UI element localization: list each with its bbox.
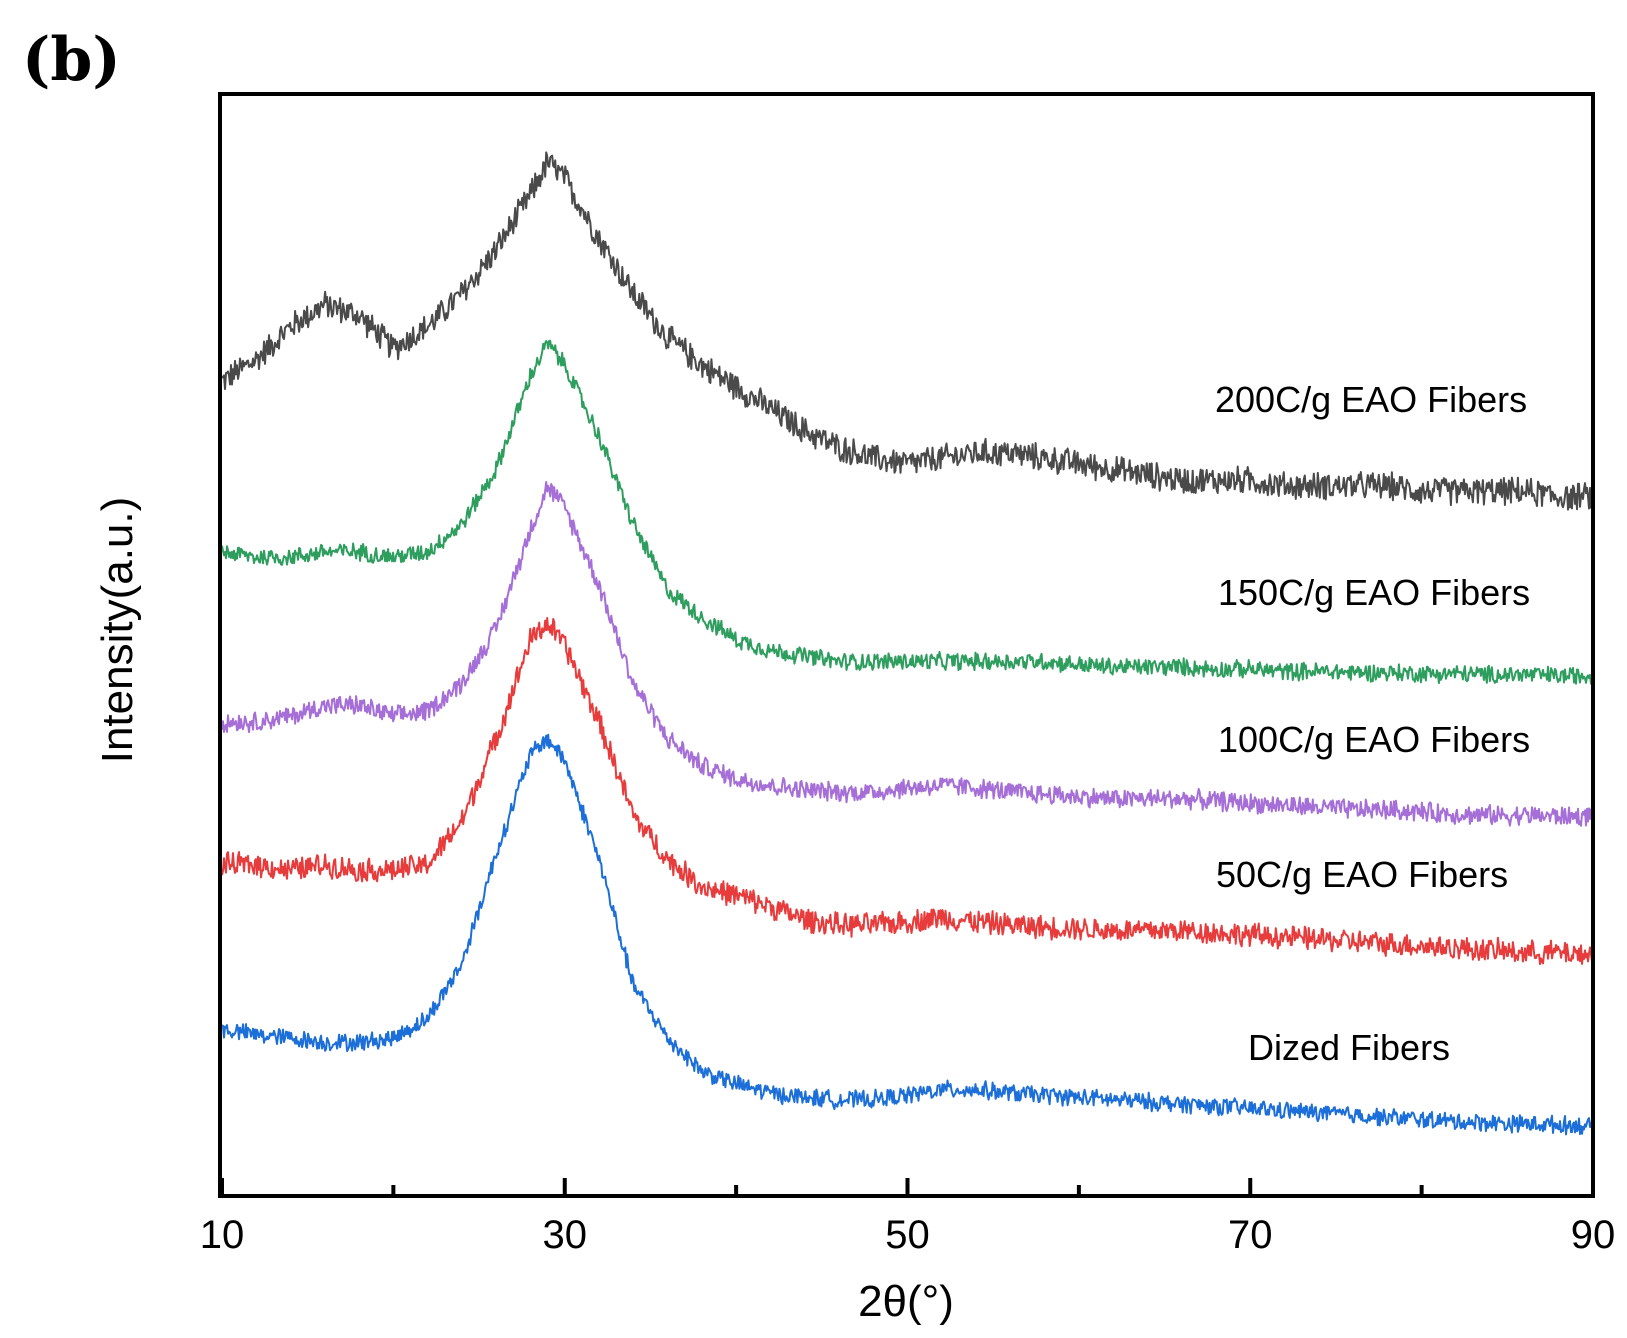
series-label-100c-g-eao-fibers: 100C/g EAO Fibers: [1218, 719, 1530, 760]
series-label-dized-fibers: Dized Fibers: [1248, 1027, 1450, 1068]
series-label-50c-g-eao-fibers: 50C/g EAO Fibers: [1216, 854, 1508, 895]
series-line-50c-g-eao-fibers: [221, 617, 1594, 966]
x-axis-ticks: 10 30 50 70 90: [200, 1178, 1616, 1257]
series-labels: 200C/g EAO Fibers 150C/g EAO Fibers 100C/g…: [1215, 379, 1530, 1068]
series-line-150c-g-eao-fibers: [221, 339, 1594, 685]
series-line-100c-g-eao-fibers: [221, 481, 1594, 827]
x-tick-label: 90: [1571, 1213, 1616, 1257]
plot-frame: [218, 92, 1595, 1198]
series-line-dized-fibers: [221, 733, 1594, 1136]
x-tick-label: 50: [885, 1213, 930, 1257]
plot-area: [221, 151, 1594, 1136]
series-label-200c-g-eao-fibers: 200C/g EAO Fibers: [1215, 379, 1527, 420]
x-tick-label: 30: [543, 1213, 588, 1257]
series-label-150c-g-eao-fibers: 150C/g EAO Fibers: [1218, 572, 1530, 613]
series-line-200c-g-eao-fibers: [221, 151, 1594, 511]
x-tick-label: 10: [200, 1213, 245, 1257]
panel-label: (b): [22, 25, 121, 95]
x-axis-title: 2θ(°): [858, 1277, 954, 1326]
y-axis-title: Intensity(a.u.): [93, 497, 142, 764]
x-tick-label: 70: [1228, 1213, 1273, 1257]
